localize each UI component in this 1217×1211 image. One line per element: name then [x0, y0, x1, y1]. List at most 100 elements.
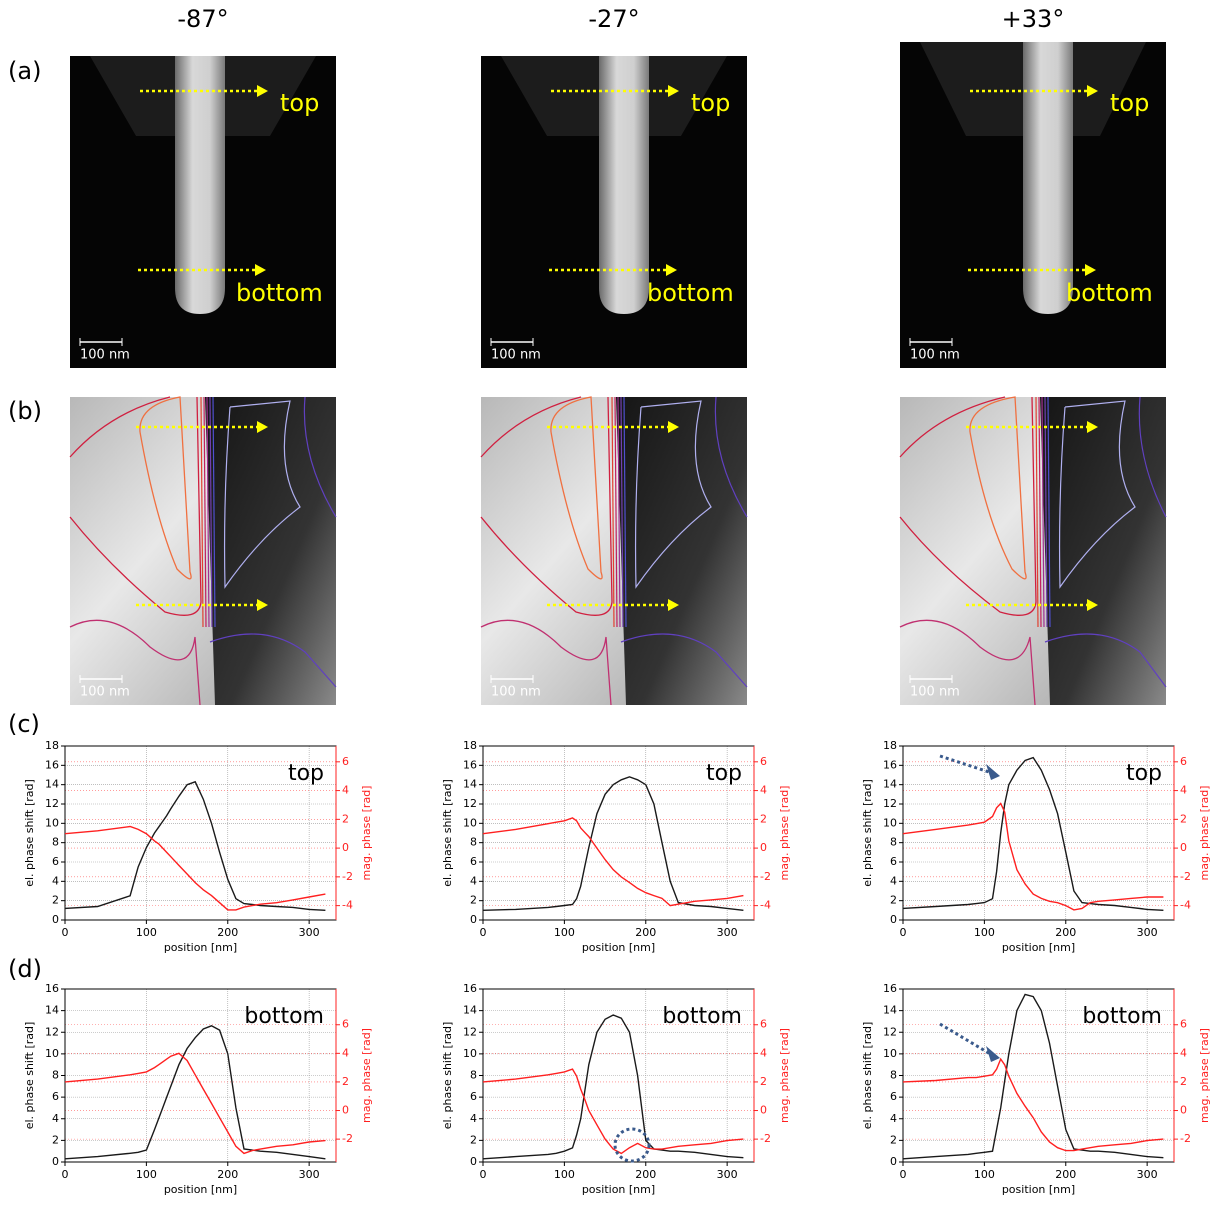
scale-label: 100 nm — [491, 685, 541, 700]
phase-map: 100 nm — [480, 396, 748, 706]
y-tick-label: 10 — [883, 1047, 897, 1060]
y-tick-label: 18 — [883, 739, 897, 752]
y2-tick-label: 0 — [1180, 1104, 1187, 1117]
y-tick-label: 16 — [463, 758, 477, 771]
y-tick-label: 6 — [52, 1090, 59, 1103]
micrograph: top bottom 100 nm — [900, 42, 1166, 368]
y2-tick-label: -4 — [1180, 899, 1191, 912]
y-tick-label: 16 — [883, 982, 897, 995]
scale-label: 100 nm — [80, 685, 130, 700]
y2-tick-label: 0 — [342, 1104, 349, 1117]
y2-tick-label: -4 — [342, 899, 353, 912]
column-header: -27° — [588, 5, 639, 33]
arrow-head — [1087, 421, 1098, 433]
y-tick-label: 0 — [52, 1155, 59, 1168]
scale-label: 100 nm — [910, 685, 960, 700]
arrow-head — [255, 264, 266, 276]
arrow-head — [1087, 599, 1098, 611]
arrow-head — [668, 421, 679, 433]
highlight-arrow-head — [986, 764, 1000, 780]
nanorod — [599, 56, 649, 314]
x-tick-label: 200 — [217, 926, 238, 939]
scale-label: 100 nm — [491, 348, 541, 363]
y-tick-label: 6 — [52, 855, 59, 868]
contour — [620, 396, 748, 688]
highlight-arrow — [939, 1022, 993, 1057]
contour — [209, 396, 213, 628]
y-axis-label: el. phase shift [rad] — [23, 1022, 36, 1130]
dark-region — [205, 397, 336, 705]
y-tick-label: 8 — [890, 1069, 897, 1082]
y2-tick-label: 4 — [342, 1046, 349, 1059]
y-tick-label: 2 — [890, 894, 897, 907]
y-tick-label: 12 — [463, 797, 477, 810]
plot-area — [65, 989, 336, 1162]
y-tick-label: 12 — [463, 1025, 477, 1038]
x-tick-label: 200 — [217, 1168, 238, 1181]
y-tick-label: 14 — [45, 778, 59, 791]
x-tick-label: 0 — [900, 1168, 907, 1181]
arrow-head — [257, 599, 268, 611]
arrow-head — [1087, 85, 1098, 97]
y2-tick-label: 2 — [342, 1075, 349, 1088]
y-tick-label: 4 — [52, 874, 59, 887]
x-tick-label: 200 — [635, 1168, 656, 1181]
micrograph: top bottom 100 nm — [70, 56, 336, 368]
scale-label: 100 nm — [910, 348, 960, 363]
y-tick-label: 10 — [463, 816, 477, 829]
y-tick-label: 4 — [52, 1112, 59, 1125]
y-tick-label: 0 — [470, 1155, 477, 1168]
contour — [620, 396, 624, 628]
contour — [899, 619, 1036, 706]
arrow-head — [668, 599, 679, 611]
contour — [1058, 400, 1136, 589]
series-line — [482, 817, 744, 907]
chart-annotation: bottom — [244, 1004, 324, 1029]
y2-tick-label: 4 — [1180, 784, 1187, 797]
chart-annotation: top — [706, 761, 742, 786]
y-tick-label: 4 — [470, 874, 477, 887]
series-line — [482, 1014, 744, 1160]
chart-annotation: top — [1126, 761, 1162, 786]
y2-tick-label: 2 — [342, 812, 349, 825]
contour — [203, 396, 207, 628]
x-tick-label: 200 — [635, 926, 656, 939]
y-tick-label: 6 — [890, 1090, 897, 1103]
y2-tick-label: -2 — [1180, 1132, 1191, 1145]
arrow-label: bottom — [647, 279, 734, 307]
y-tick-label: 2 — [52, 1133, 59, 1146]
y-tick-label: 0 — [52, 913, 59, 926]
y2-tick-label: 4 — [1180, 1046, 1187, 1059]
x-tick-label: 100 — [136, 1168, 157, 1181]
x-tick-label: 100 — [974, 926, 995, 939]
y-axis-label: el. phase shift [rad] — [441, 779, 454, 887]
contour — [69, 619, 201, 706]
series-line — [64, 1052, 326, 1155]
y2-tick-label: 6 — [760, 755, 767, 768]
y-tick-label: 16 — [45, 758, 59, 771]
y2-tick-label: -4 — [760, 899, 771, 912]
contour — [1035, 396, 1039, 628]
chart-annotation: top — [288, 761, 324, 786]
plot-area — [483, 746, 754, 920]
x-axis-label: position [nm] — [582, 1183, 655, 1196]
x-tick-label: 200 — [1055, 1168, 1076, 1181]
y-axis-label: el. phase shift [rad] — [441, 1022, 454, 1130]
y-tick-label: 12 — [45, 1025, 59, 1038]
series-line — [902, 802, 1164, 911]
arrow-head — [257, 421, 268, 433]
x-axis-label: position [nm] — [582, 941, 655, 954]
y2-tick-label: 6 — [760, 1018, 767, 1031]
micrograph: top bottom 100 nm — [481, 56, 747, 368]
y-tick-label: 14 — [883, 778, 897, 791]
contour — [611, 396, 615, 628]
series-line — [902, 756, 1164, 911]
arrow-label: top — [1110, 89, 1149, 117]
contour — [614, 396, 618, 628]
arrow-label: top — [280, 89, 319, 117]
x-tick-label: 100 — [554, 1168, 575, 1181]
y2-tick-label: -2 — [1180, 870, 1191, 883]
series-line — [64, 780, 326, 911]
y2-tick-label: -2 — [760, 1132, 771, 1145]
y-tick-label: 4 — [890, 874, 897, 887]
